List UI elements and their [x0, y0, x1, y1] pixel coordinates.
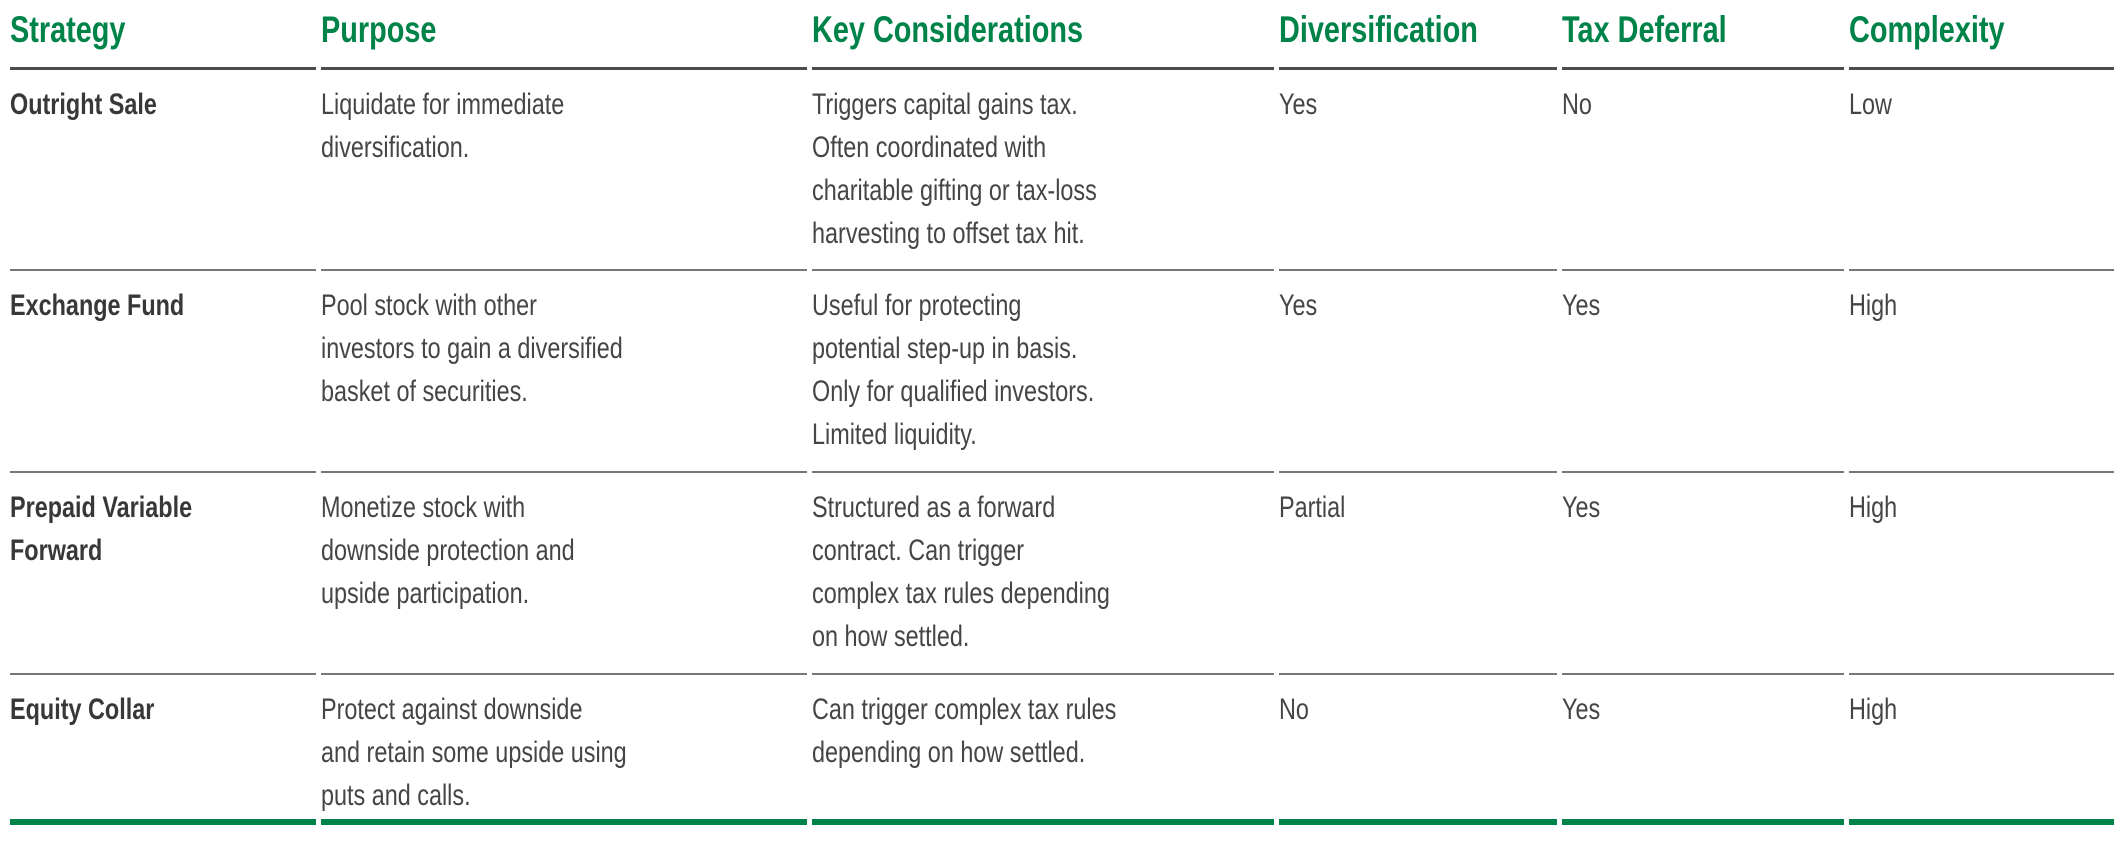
- complexity-value: High: [1849, 289, 1898, 322]
- column-header-strategy: Strategy: [10, 6, 316, 70]
- table-grid: Strategy Purpose Key Considerations Dive…: [10, 6, 2114, 825]
- table-row-3-cell-purpose: Monetize stock with downside protection …: [321, 473, 807, 675]
- table-row-2-cell-key-considerations: Useful for protecting potential step-up …: [812, 271, 1274, 473]
- table-row-4-cell-purpose: Protect against downside and retain some…: [321, 675, 807, 825]
- table-row-4-cell-complexity: High: [1849, 675, 2114, 825]
- complexity-value: Low: [1849, 88, 1892, 121]
- column-header-key-considerations-label: Key Considerations: [812, 9, 1084, 50]
- table-row-1-cell-complexity: Low: [1849, 70, 2114, 271]
- tax-deferral-value: No: [1562, 88, 1592, 121]
- table-row-1-cell-tax-deferral: No: [1562, 70, 1844, 271]
- tax-deferral-value: Yes: [1562, 693, 1601, 726]
- key-considerations-text: Triggers capital gains tax. Often coordi…: [812, 88, 1097, 250]
- complexity-value: High: [1849, 693, 1898, 726]
- diversification-value: Yes: [1279, 289, 1318, 322]
- purpose-text: Protect against downside and retain some…: [321, 693, 627, 812]
- table-row-1-cell-purpose: Liquidate for immediate diversification.: [321, 70, 807, 271]
- tax-deferral-value: Yes: [1562, 289, 1601, 322]
- table-row-4-cell-key-considerations: Can trigger complex tax rules depending …: [812, 675, 1274, 825]
- column-header-purpose: Purpose: [321, 6, 807, 70]
- table-row-2-cell-complexity: High: [1849, 271, 2114, 473]
- strategy-comparison-table: Strategy Purpose Key Considerations Dive…: [10, 6, 2114, 825]
- strategy-name: Outright Sale: [10, 88, 157, 121]
- column-header-tax-deferral-label: Tax Deferral: [1562, 9, 1727, 50]
- table-row-4-cell-strategy: Equity Collar: [10, 675, 316, 825]
- column-header-purpose-label: Purpose: [321, 9, 437, 50]
- column-header-complexity-label: Complexity: [1849, 9, 2005, 50]
- table-row-1-cell-strategy: Outright Sale: [10, 70, 316, 271]
- table-row-2-cell-tax-deferral: Yes: [1562, 271, 1844, 473]
- table-row-1-cell-key-considerations: Triggers capital gains tax. Often coordi…: [812, 70, 1274, 271]
- column-header-complexity: Complexity: [1849, 6, 2114, 70]
- table-row-1-cell-diversification: Yes: [1279, 70, 1557, 271]
- table-row-3-cell-diversification: Partial: [1279, 473, 1557, 675]
- column-header-diversification: Diversification: [1279, 6, 1557, 70]
- table-row-3-cell-key-considerations: Structured as a forward contract. Can tr…: [812, 473, 1274, 675]
- diversification-value: Yes: [1279, 88, 1318, 121]
- key-considerations-text: Can trigger complex tax rules depending …: [812, 693, 1117, 769]
- table-row-2-cell-purpose: Pool stock with other investors to gain …: [321, 271, 807, 473]
- table-row-4-cell-tax-deferral: Yes: [1562, 675, 1844, 825]
- column-header-key-considerations: Key Considerations: [812, 6, 1274, 70]
- table-row-3-cell-strategy: Prepaid Variable Forward: [10, 473, 316, 675]
- key-considerations-text: Structured as a forward contract. Can tr…: [812, 491, 1110, 653]
- column-header-tax-deferral: Tax Deferral: [1562, 6, 1844, 70]
- complexity-value: High: [1849, 491, 1898, 524]
- column-header-diversification-label: Diversification: [1279, 9, 1478, 50]
- table-row-2-cell-diversification: Yes: [1279, 271, 1557, 473]
- purpose-text: Pool stock with other investors to gain …: [321, 289, 623, 408]
- diversification-value: Partial: [1279, 491, 1346, 524]
- key-considerations-text: Useful for protecting potential step-up …: [812, 289, 1095, 451]
- table-row-3-cell-tax-deferral: Yes: [1562, 473, 1844, 675]
- table-row-4-cell-diversification: No: [1279, 675, 1557, 825]
- strategy-name: Exchange Fund: [10, 289, 185, 322]
- purpose-text: Monetize stock with downside protection …: [321, 491, 575, 610]
- diversification-value: No: [1279, 693, 1309, 726]
- table-row-2-cell-strategy: Exchange Fund: [10, 271, 316, 473]
- tax-deferral-value: Yes: [1562, 491, 1601, 524]
- strategy-name: Prepaid Variable Forward: [10, 491, 193, 567]
- strategy-name: Equity Collar: [10, 693, 155, 726]
- purpose-text: Liquidate for immediate diversification.: [321, 88, 565, 164]
- table-row-3-cell-complexity: High: [1849, 473, 2114, 675]
- column-header-strategy-label: Strategy: [10, 9, 126, 50]
